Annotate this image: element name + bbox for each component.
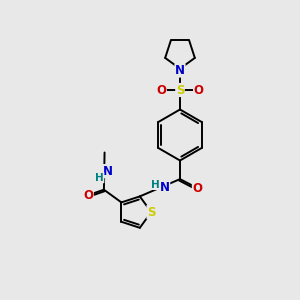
Text: O: O xyxy=(192,182,203,195)
Text: N: N xyxy=(160,181,170,194)
Text: H: H xyxy=(151,179,160,190)
Text: N: N xyxy=(103,165,113,178)
Text: H: H xyxy=(95,173,104,183)
Text: S: S xyxy=(147,206,155,219)
Text: S: S xyxy=(176,83,184,97)
Text: O: O xyxy=(83,189,93,202)
Text: O: O xyxy=(156,83,167,97)
Text: O: O xyxy=(194,83,204,97)
Text: N: N xyxy=(175,64,185,77)
